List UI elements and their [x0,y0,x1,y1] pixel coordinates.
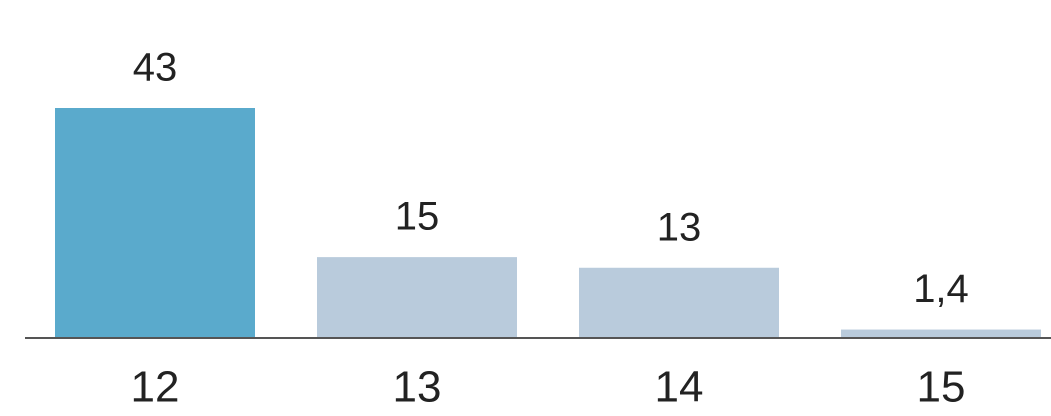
bar [55,108,255,337]
x-tick-label: 15 [917,363,966,412]
value-label: 13 [657,205,702,249]
x-tick-label: 14 [655,363,704,412]
bar [841,329,1041,337]
x-tick-label: 13 [393,363,442,412]
value-label: 1,4 [913,267,969,311]
value-label: 15 [395,195,440,239]
bar [579,267,779,337]
x-tick-label: 12 [131,363,180,412]
value-label: 43 [133,46,178,90]
bar [317,257,517,337]
